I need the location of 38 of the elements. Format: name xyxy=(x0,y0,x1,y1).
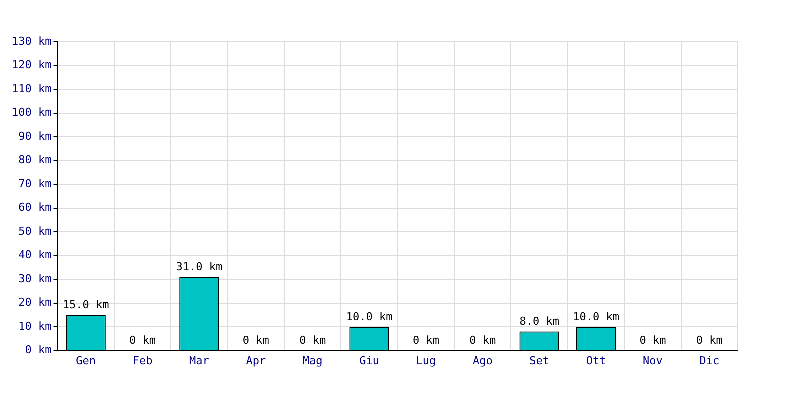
x-tick-label: Gen xyxy=(76,354,96,368)
data-label: 15.0 km xyxy=(62,298,110,312)
y-tick-label: 120 km xyxy=(12,58,52,72)
data-label: 0 km xyxy=(242,334,270,348)
x-tick-label: Lug xyxy=(416,354,436,368)
y-tick-label: 130 km xyxy=(12,34,52,48)
y-tick-label: 50 km xyxy=(18,224,52,238)
x-tick-label: Feb xyxy=(132,354,153,368)
data-label: 10.0 km xyxy=(573,310,620,324)
y-tick-label: 90 km xyxy=(18,130,52,143)
x-tick-label: Nov xyxy=(643,354,664,368)
y-tick-label: 40 km xyxy=(18,248,52,262)
y-tick-label: 10 km xyxy=(18,320,52,333)
data-label: 8.0 km xyxy=(520,315,560,328)
data-label: 0 km xyxy=(640,334,667,348)
data-label: 10.0 km xyxy=(346,310,394,324)
x-tick-label: Ago xyxy=(472,354,493,368)
data-label: 31.0 km xyxy=(176,260,224,274)
x-tick-label: Mar xyxy=(190,354,210,368)
x-tick-label: Apr xyxy=(246,354,266,368)
y-tick-label: 110 km xyxy=(12,82,52,96)
data-label: 0 km xyxy=(470,334,497,348)
y-tick-label: 100 km xyxy=(12,106,52,120)
y-tick-label: 80 km xyxy=(18,154,52,167)
x-tick-label: Set xyxy=(530,354,550,368)
y-tick-label: 30 km xyxy=(18,272,52,286)
x-tick-label: Mag xyxy=(302,354,323,368)
data-label: 0 km xyxy=(300,334,326,348)
data-label: 0 km xyxy=(412,334,440,348)
y-tick-label: 0 km xyxy=(25,344,52,357)
y-tick-label: 60 km xyxy=(18,201,52,214)
y-tick-label: 70 km xyxy=(18,177,52,190)
x-tick-label: Giu xyxy=(360,354,380,368)
data-label: 0 km xyxy=(130,334,156,348)
data-label: 0 km xyxy=(696,334,724,348)
x-tick-label: Dic xyxy=(700,354,720,368)
x-tick-label: Ott xyxy=(586,354,606,368)
y-tick-label: 20 km xyxy=(18,296,52,310)
